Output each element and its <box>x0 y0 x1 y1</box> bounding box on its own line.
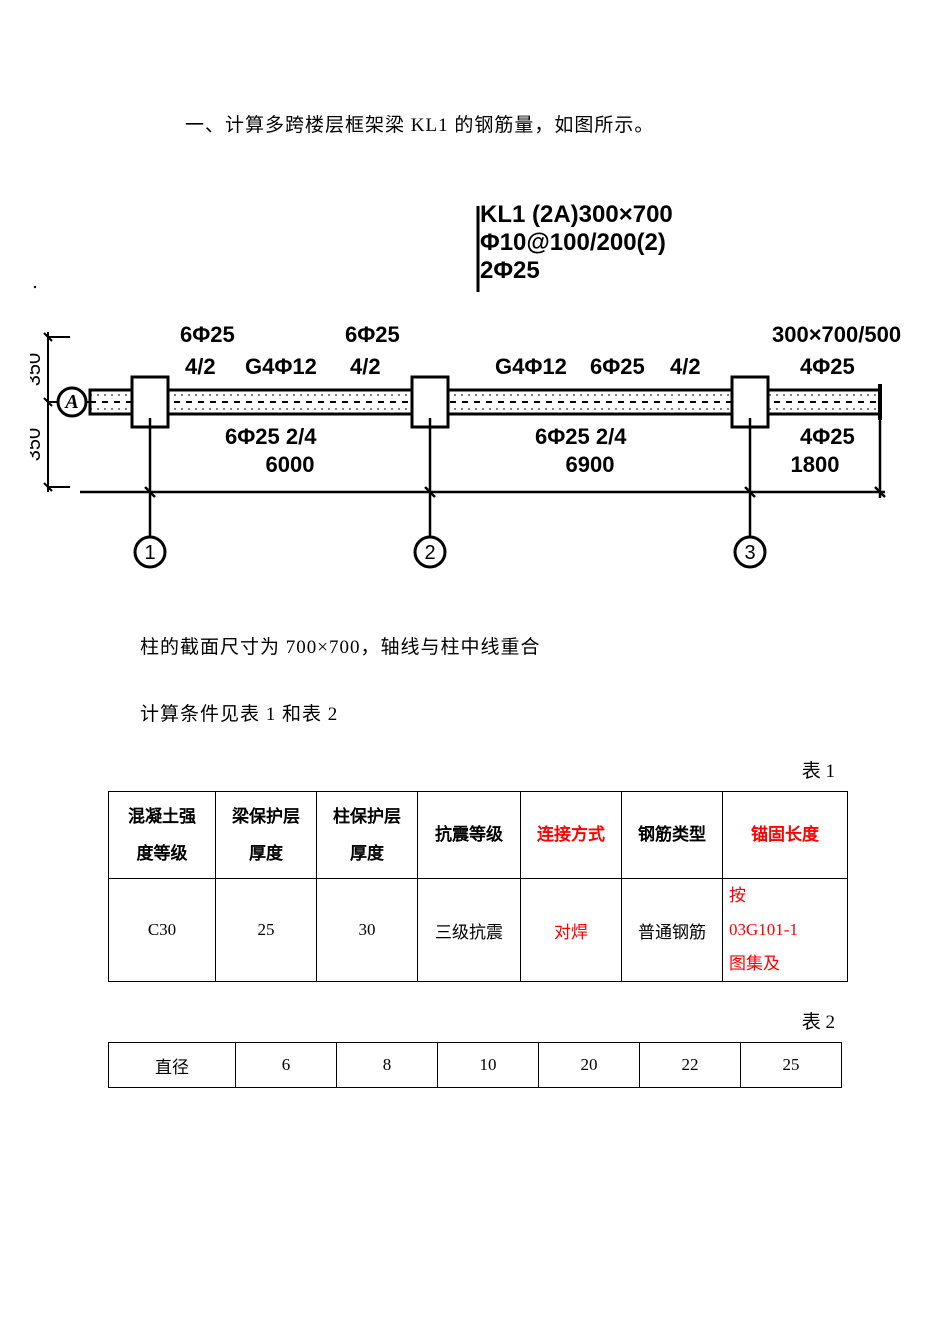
svg-text:350: 350 <box>30 428 45 461</box>
svg-text:6Φ25 2/4: 6Φ25 2/4 <box>535 424 627 449</box>
svg-text:4/2: 4/2 <box>185 354 216 379</box>
svg-text:6Φ25: 6Φ25 <box>345 322 400 347</box>
svg-text:3: 3 <box>744 542 755 564</box>
svg-text:G4Φ12: G4Φ12 <box>245 354 317 379</box>
conditions-note: 计算条件见表 1 和表 2 <box>140 699 945 726</box>
svg-text:4/2: 4/2 <box>350 354 381 379</box>
t1-header: 柱保护层厚度 <box>317 792 418 879</box>
svg-text:KL1 (2A)300×700: KL1 (2A)300×700 <box>480 201 673 228</box>
t1-header: 连接方式 <box>521 792 622 879</box>
t2-cell: 22 <box>640 1043 741 1088</box>
svg-text:Φ10@100/200(2): Φ10@100/200(2) <box>480 229 666 256</box>
beam-diagram: 350 350 A 1 2 3 KL1 (2A)300×700Φ10@100/200(2)2… <box>30 192 910 592</box>
t1-header: 钢筋类型 <box>622 792 723 879</box>
heading: 一、计算多跨楼层框架梁 KL1 的钢筋量，如图所示。 <box>185 110 945 137</box>
svg-text:6Φ25 2/4: 6Φ25 2/4 <box>225 424 317 449</box>
t1-cell: 25 <box>216 879 317 982</box>
t2-cell: 直径 <box>109 1043 236 1088</box>
t1-cell: C30 <box>109 879 216 982</box>
t2-cell: 8 <box>337 1043 438 1088</box>
t1-header: 锚固长度 <box>723 792 848 879</box>
t1-cell: 按03G101-1图集及 <box>723 879 848 982</box>
table-1: 混凝土强度等级梁保护层厚度柱保护层厚度抗震等级连接方式钢筋类型锚固长度 C3025… <box>108 791 848 982</box>
page-container: 一、计算多跨楼层框架梁 KL1 的钢筋量，如图所示。 350 350 A 1 2 3 KL1… <box>0 0 945 1088</box>
svg-text:4Φ25: 4Φ25 <box>800 424 855 449</box>
svg-text:1: 1 <box>144 542 155 564</box>
t2-cell: 10 <box>438 1043 539 1088</box>
t1-cell: 对焊 <box>521 879 622 982</box>
svg-text:6Φ25: 6Φ25 <box>590 354 645 379</box>
svg-text:1800: 1800 <box>791 452 840 477</box>
t2-cell: 6 <box>236 1043 337 1088</box>
figure-wrap: 350 350 A 1 2 3 KL1 (2A)300×700Φ10@100/200(2)2… <box>30 192 945 597</box>
t1-header: 抗震等级 <box>418 792 521 879</box>
t1-header: 混凝土强度等级 <box>109 792 216 879</box>
column-note: 柱的截面尺寸为 700×700，轴线与柱中线重合 <box>140 632 945 659</box>
svg-text:A: A <box>63 391 78 413</box>
svg-text:4/2: 4/2 <box>670 354 701 379</box>
t1-cell: 30 <box>317 879 418 982</box>
t1-cell: 普通钢筋 <box>622 879 723 982</box>
svg-text:4Φ25: 4Φ25 <box>800 354 855 379</box>
svg-text:6000: 6000 <box>266 452 315 477</box>
svg-text:6Φ25: 6Φ25 <box>180 322 235 347</box>
svg-text:G4Φ12: G4Φ12 <box>495 354 567 379</box>
table-2: 直径6810202225 <box>108 1042 842 1088</box>
t1-header: 梁保护层厚度 <box>216 792 317 879</box>
svg-text:2: 2 <box>424 542 435 564</box>
t2-cell: 20 <box>539 1043 640 1088</box>
svg-text:2Φ25: 2Φ25 <box>480 257 540 284</box>
svg-text:350: 350 <box>30 353 45 386</box>
table2-label: 表 2 <box>0 1007 835 1034</box>
t2-cell: 25 <box>741 1043 842 1088</box>
t1-cell: 三级抗震 <box>418 879 521 982</box>
svg-text:6900: 6900 <box>566 452 615 477</box>
svg-text:300×700/500: 300×700/500 <box>772 322 901 347</box>
table1-label: 表 1 <box>0 756 835 783</box>
